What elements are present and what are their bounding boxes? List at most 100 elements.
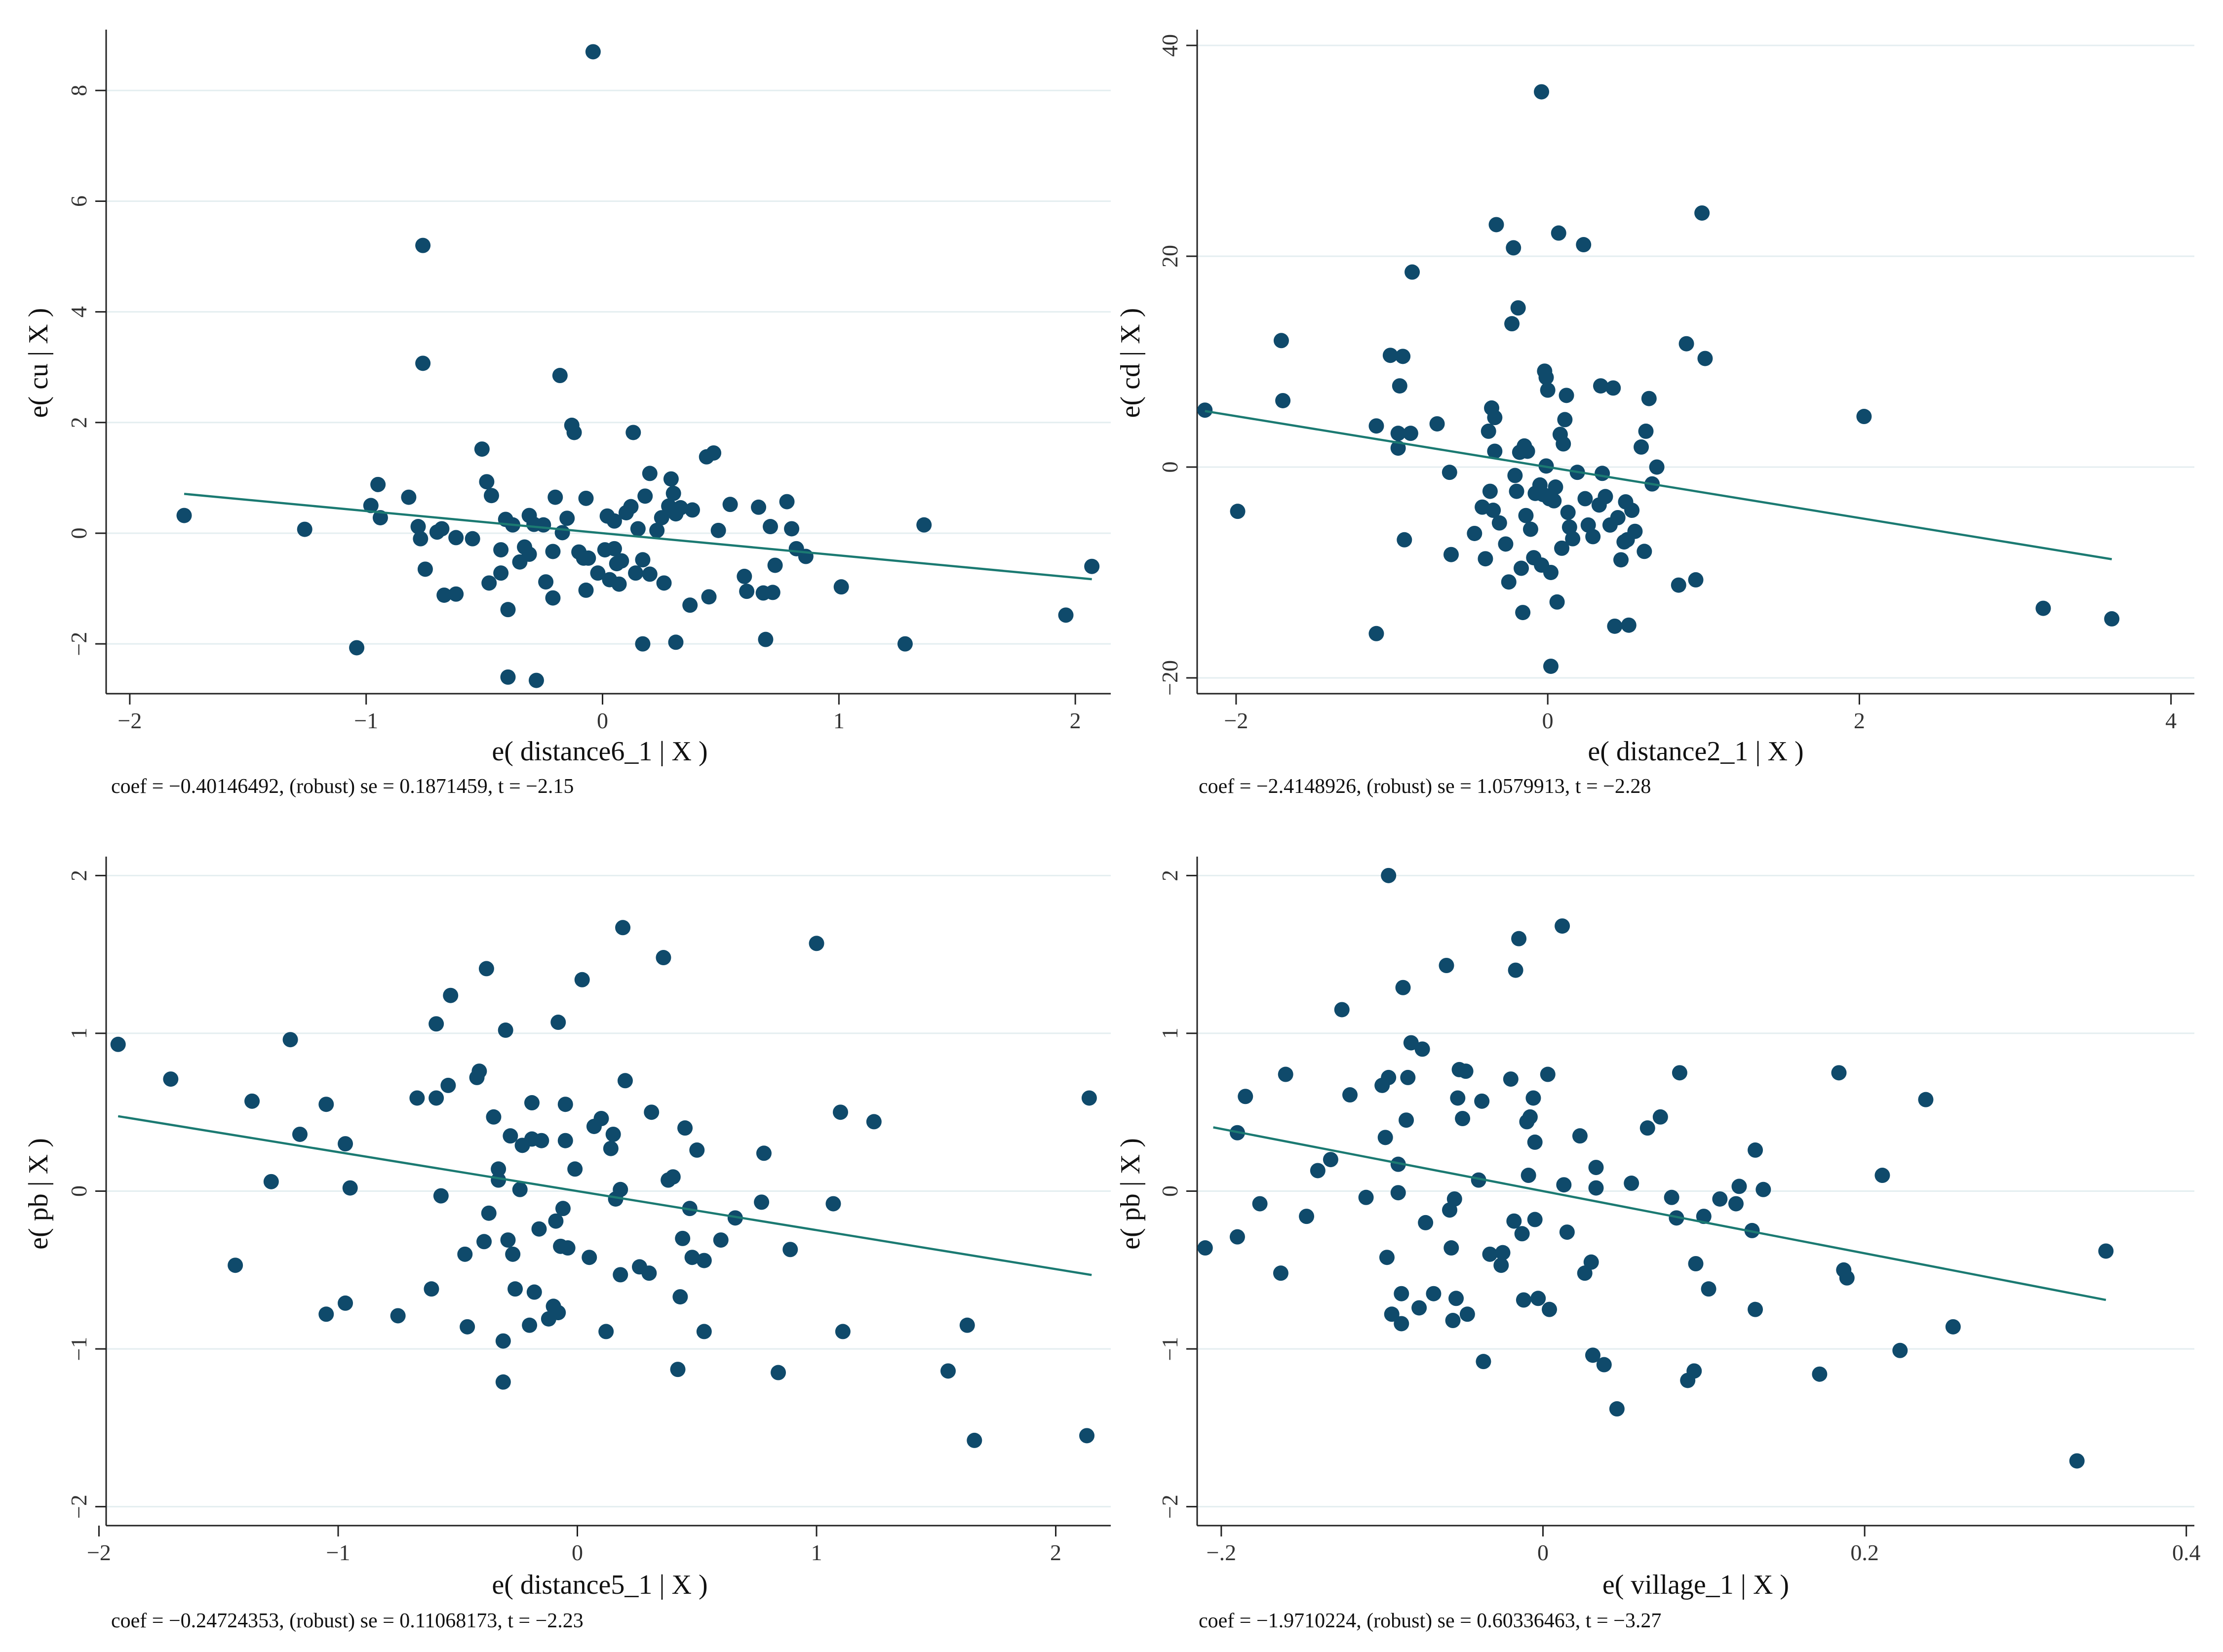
panel-0-point-38 xyxy=(547,489,563,505)
panel-1-point-51 xyxy=(1540,382,1556,398)
panel-2-point-64 xyxy=(613,1181,628,1197)
panel-2-point-83 xyxy=(713,1232,729,1248)
panel-2-x-tick-label-0: −2 xyxy=(87,1540,111,1565)
panel-0-point-30 xyxy=(521,547,537,562)
panel-2-point-31 xyxy=(495,1374,511,1390)
panel-0-point-36 xyxy=(545,544,561,559)
panel-0-point-47 xyxy=(578,490,594,506)
panel-3-y-tick-label-1: −1 xyxy=(1157,1337,1182,1361)
panel-1-point-14 xyxy=(1429,416,1445,432)
panel-2-point-94 xyxy=(940,1363,956,1379)
panel-0-point-78 xyxy=(682,597,698,613)
panel-3-x-tick-label-0: −.2 xyxy=(1207,1540,1236,1565)
panel-2-point-65 xyxy=(613,1267,628,1283)
panel-2-point-44 xyxy=(534,1133,549,1148)
panel-1-point-23 xyxy=(1485,503,1501,518)
panel-0-point-101 xyxy=(1084,558,1100,574)
panel-1-point-53 xyxy=(1543,564,1559,580)
panel-2-point-28 xyxy=(491,1172,507,1188)
panel-0-point-87 xyxy=(751,499,767,515)
panel-3-point-25 xyxy=(1400,1069,1416,1085)
panel-3-point-66 xyxy=(1572,1128,1588,1144)
panel-2-point-8 xyxy=(318,1306,334,1322)
panel-2-point-21 xyxy=(460,1319,475,1335)
panel-2-point-55 xyxy=(567,1161,583,1177)
panel-1-point-70 xyxy=(1580,517,1596,533)
panel-1-point-85 xyxy=(1624,503,1640,518)
panel-0-point-84 xyxy=(722,497,738,512)
panel-3-point-33 xyxy=(1443,1240,1459,1256)
panel-3-point-28 xyxy=(1414,1041,1430,1057)
panel-2-point-13 xyxy=(409,1090,425,1106)
panel-2-fit-line xyxy=(117,1115,1092,1276)
panel-1-x-tick-label-1: 0 xyxy=(1542,708,1554,733)
panel-1-point-79 xyxy=(1610,510,1626,525)
panel-1-point-99 xyxy=(2035,600,2051,616)
panel-3-y-tick-label-3: 1 xyxy=(1157,1027,1182,1039)
panel-3-point-29 xyxy=(1418,1215,1434,1230)
panel-2-point-79 xyxy=(684,1250,700,1265)
panel-2-point-76 xyxy=(675,1230,691,1246)
panel-2-x-tick-label-4: 2 xyxy=(1050,1540,1061,1565)
panel-1-point-71 xyxy=(1585,529,1601,545)
panel-1-point-11 xyxy=(1397,532,1412,548)
panel-1-point-0 xyxy=(1197,402,1213,418)
panel-2-point-35 xyxy=(505,1246,521,1262)
panel-2-point-16 xyxy=(429,1090,444,1106)
panel-3-point-76 xyxy=(1652,1109,1668,1125)
panel-1-point-13 xyxy=(1403,426,1418,441)
panel-3-point-60 xyxy=(1530,1291,1546,1306)
panel-1-point-89 xyxy=(1638,423,1654,439)
panel-2-point-71 xyxy=(656,950,671,966)
panel-0-point-21 xyxy=(483,488,499,504)
panel-3-point-61 xyxy=(1540,1066,1556,1082)
panel-0-point-7 xyxy=(410,519,426,535)
panel-2-point-51 xyxy=(555,1201,571,1217)
panel-1-point-75 xyxy=(1598,489,1613,505)
panel-3-point-42 xyxy=(1471,1172,1486,1188)
panel-2-y-tick-label-1: −1 xyxy=(66,1337,91,1361)
panel-3-point-71 xyxy=(1588,1180,1604,1196)
panel-2-point-96 xyxy=(967,1432,982,1448)
panel-2-point-24 xyxy=(476,1234,492,1250)
panel-3-point-7 xyxy=(1299,1209,1315,1224)
panel-3-point-0 xyxy=(1197,1240,1213,1256)
panel-3-point-4 xyxy=(1252,1196,1268,1212)
panel-1-point-4 xyxy=(1368,418,1384,434)
panel-2-point-62 xyxy=(605,1126,621,1142)
panel-0-point-64 xyxy=(635,552,651,568)
panel-3-point-48 xyxy=(1503,1071,1519,1087)
panel-0-point-74 xyxy=(665,485,681,501)
panel-1-point-86 xyxy=(1627,523,1643,539)
panel-3-x-axis-title: e( village_1 | X ) xyxy=(1602,1570,1789,1600)
panel-2-point-29 xyxy=(491,1161,507,1177)
panel-1-point-27 xyxy=(1491,515,1507,531)
panel-2-point-86 xyxy=(756,1145,772,1161)
panel-0-point-17 xyxy=(465,531,480,547)
panel-2-point-85 xyxy=(754,1194,770,1210)
panel-3-point-55 xyxy=(1521,1168,1536,1183)
panel-3-point-17 xyxy=(1381,1069,1397,1085)
panel-2-point-10 xyxy=(338,1295,353,1311)
panel-2-y-tick-label-4: 2 xyxy=(66,870,91,881)
panel-0-x-tick-label-1: −1 xyxy=(354,708,378,733)
panel-3-point-72 xyxy=(1596,1357,1612,1373)
panel-1-point-28 xyxy=(1498,536,1514,552)
panel-0-point-11 xyxy=(417,561,433,577)
panel-3-x-tick-label-1: 0 xyxy=(1537,1540,1549,1565)
panel-1-point-16 xyxy=(1443,547,1459,562)
panel-0-point-41 xyxy=(559,511,575,526)
panel-0-point-3 xyxy=(363,498,379,513)
panel-1-point-36 xyxy=(1514,560,1529,576)
panel-3-y-tick-label-2: 0 xyxy=(1157,1185,1182,1197)
panel-3-point-15 xyxy=(1379,1250,1395,1265)
panel-0-point-73 xyxy=(663,471,679,487)
panel-3-point-45 xyxy=(1482,1246,1498,1262)
panel-0-fit-line xyxy=(184,493,1092,581)
panel-3-point-34 xyxy=(1445,1313,1461,1329)
panel-3-point-73 xyxy=(1609,1401,1625,1417)
panel-0-point-15 xyxy=(448,586,464,602)
panel-0-point-35 xyxy=(538,574,554,590)
panel-0-point-20 xyxy=(481,575,497,591)
panel-3-point-74 xyxy=(1624,1176,1639,1191)
